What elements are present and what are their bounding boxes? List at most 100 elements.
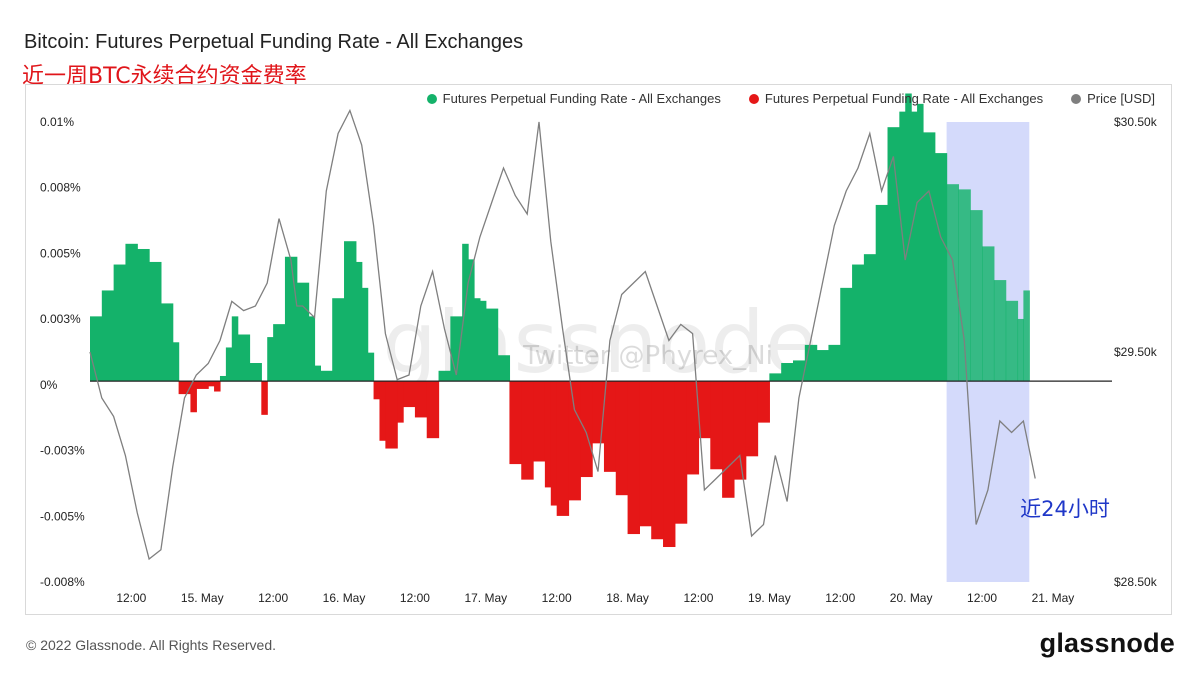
funding-bar-positive[interactable] bbox=[249, 363, 262, 382]
funding-bar-positive[interactable] bbox=[993, 280, 1007, 382]
funding-bar-negative[interactable] bbox=[521, 381, 534, 480]
funding-bar-positive[interactable] bbox=[125, 243, 138, 382]
funding-bar-negative[interactable] bbox=[385, 381, 398, 449]
funding-bar-negative[interactable] bbox=[403, 381, 416, 408]
funding-bar-positive[interactable] bbox=[840, 287, 853, 382]
funding-bar-positive[interactable] bbox=[781, 363, 794, 382]
funding-bar-positive[interactable] bbox=[344, 241, 357, 382]
funding-bar-negative[interactable] bbox=[556, 381, 570, 516]
legend-item-price[interactable]: Price [USD] bbox=[1071, 91, 1155, 106]
funding-bar-negative[interactable] bbox=[592, 381, 605, 444]
funding-bar-negative[interactable] bbox=[397, 381, 404, 423]
funding-bar-positive[interactable] bbox=[237, 334, 251, 382]
legend-item-negative-funding[interactable]: Futures Perpetual Funding Rate - All Exc… bbox=[748, 91, 1043, 106]
y-right-tick-label: $30.50k bbox=[1114, 115, 1158, 129]
funding-bar-negative[interactable] bbox=[426, 381, 440, 439]
funding-bar-negative[interactable] bbox=[745, 381, 759, 457]
funding-bar-positive[interactable] bbox=[332, 298, 345, 382]
funding-bar-negative[interactable] bbox=[686, 381, 700, 475]
funding-bar-positive[interactable] bbox=[225, 347, 233, 382]
funding-bar-positive[interactable] bbox=[828, 344, 841, 382]
funding-bar-positive[interactable] bbox=[1005, 300, 1019, 382]
funding-bar-negative[interactable] bbox=[509, 381, 522, 465]
funding-bar-negative[interactable] bbox=[414, 381, 428, 418]
funding-bar-positive[interactable] bbox=[113, 264, 127, 382]
price-line[interactable] bbox=[89, 108, 1036, 561]
funding-bar-positive[interactable] bbox=[497, 355, 511, 382]
funding-bar-negative[interactable] bbox=[757, 381, 770, 423]
x-tick-label: 12:00 bbox=[542, 591, 572, 605]
funding-bar-positive[interactable] bbox=[308, 316, 316, 382]
funding-bar-positive[interactable] bbox=[267, 337, 274, 382]
funding-bar-negative[interactable] bbox=[733, 381, 747, 480]
funding-bar-positive[interactable] bbox=[485, 308, 499, 382]
funding-bar-positive[interactable] bbox=[160, 303, 174, 382]
funding-bar-positive[interactable] bbox=[982, 246, 995, 382]
funding-bar-positive[interactable] bbox=[958, 189, 971, 382]
funding-bar-positive[interactable] bbox=[852, 264, 865, 382]
x-tick-label: 15. May bbox=[181, 591, 224, 605]
funding-bar-negative[interactable] bbox=[627, 381, 640, 535]
funding-bar-negative[interactable] bbox=[544, 381, 552, 488]
funding-bar-positive[interactable] bbox=[887, 127, 900, 382]
funding-bar-negative[interactable] bbox=[196, 381, 209, 389]
funding-bar-positive[interactable] bbox=[473, 298, 481, 382]
funding-bar-positive[interactable] bbox=[922, 132, 936, 382]
funding-bar-positive[interactable] bbox=[769, 373, 782, 382]
funding-bar-negative[interactable] bbox=[550, 381, 558, 506]
funding-bar-negative[interactable] bbox=[615, 381, 629, 496]
funding-bar-positive[interactable] bbox=[90, 316, 103, 382]
funding-bar-negative[interactable] bbox=[639, 381, 652, 527]
funding-bar-positive[interactable] bbox=[970, 210, 983, 382]
funding-bar-positive[interactable] bbox=[137, 248, 150, 382]
funding-bar-positive[interactable] bbox=[314, 365, 321, 382]
y-left-tick-label: 0.01% bbox=[40, 115, 74, 129]
funding-bar-positive[interactable] bbox=[296, 282, 310, 382]
funding-bar-negative[interactable] bbox=[373, 381, 381, 400]
funding-bar-positive[interactable] bbox=[231, 316, 239, 382]
funding-bar-positive[interactable] bbox=[934, 153, 948, 382]
funding-bar-positive[interactable] bbox=[875, 204, 889, 382]
funding-bar-positive[interactable] bbox=[917, 103, 924, 382]
funding-bar-negative[interactable] bbox=[710, 381, 723, 470]
funding-bar-negative[interactable] bbox=[208, 381, 215, 387]
funding-bar-positive[interactable] bbox=[320, 370, 333, 382]
funding-bar-positive[interactable] bbox=[905, 93, 912, 382]
funding-bar-positive[interactable] bbox=[355, 261, 363, 382]
funding-bar-negative[interactable] bbox=[379, 381, 386, 441]
funding-bar-negative[interactable] bbox=[663, 381, 676, 548]
funding-bar-positive[interactable] bbox=[816, 350, 830, 382]
y-left-tick-label: 0.008% bbox=[40, 181, 81, 195]
funding-bar-negative[interactable] bbox=[698, 381, 711, 439]
funding-bar-negative[interactable] bbox=[533, 381, 546, 462]
funding-bar-negative[interactable] bbox=[674, 381, 688, 524]
funding-bar-positive[interactable] bbox=[468, 259, 475, 382]
funding-bar-positive[interactable] bbox=[361, 287, 369, 382]
funding-bar-positive[interactable] bbox=[367, 352, 375, 382]
funding-bar-negative[interactable] bbox=[261, 381, 268, 415]
funding-bar-negative[interactable] bbox=[568, 381, 581, 501]
funding-bar-positive[interactable] bbox=[101, 290, 115, 382]
funding-bar-positive[interactable] bbox=[462, 243, 469, 382]
funding-bar-positive[interactable] bbox=[1023, 290, 1030, 382]
funding-bar-positive[interactable] bbox=[911, 111, 918, 382]
funding-bar-positive[interactable] bbox=[149, 261, 162, 382]
funding-bar-negative[interactable] bbox=[190, 381, 197, 413]
funding-bar-positive[interactable] bbox=[438, 370, 451, 382]
funding-bar-positive[interactable] bbox=[284, 256, 298, 382]
funding-bar-positive[interactable] bbox=[899, 111, 906, 382]
funding-bar-positive[interactable] bbox=[479, 300, 487, 382]
funding-bar-positive[interactable] bbox=[219, 375, 227, 382]
funding-bar-positive[interactable] bbox=[1017, 318, 1024, 382]
funding-bar-negative[interactable] bbox=[722, 381, 735, 498]
funding-bar-negative[interactable] bbox=[651, 381, 664, 540]
funding-bar-positive[interactable] bbox=[273, 324, 286, 382]
funding-bar-negative[interactable] bbox=[580, 381, 593, 478]
funding-bar-positive[interactable] bbox=[792, 360, 806, 382]
funding-bar-positive[interactable] bbox=[946, 184, 960, 382]
funding-bar-negative[interactable] bbox=[603, 381, 617, 472]
legend-item-positive-funding[interactable]: Futures Perpetual Funding Rate - All Exc… bbox=[426, 91, 721, 106]
funding-bar-positive[interactable] bbox=[172, 342, 180, 382]
funding-bar-negative[interactable] bbox=[214, 381, 221, 392]
funding-bar-positive[interactable] bbox=[863, 254, 877, 382]
